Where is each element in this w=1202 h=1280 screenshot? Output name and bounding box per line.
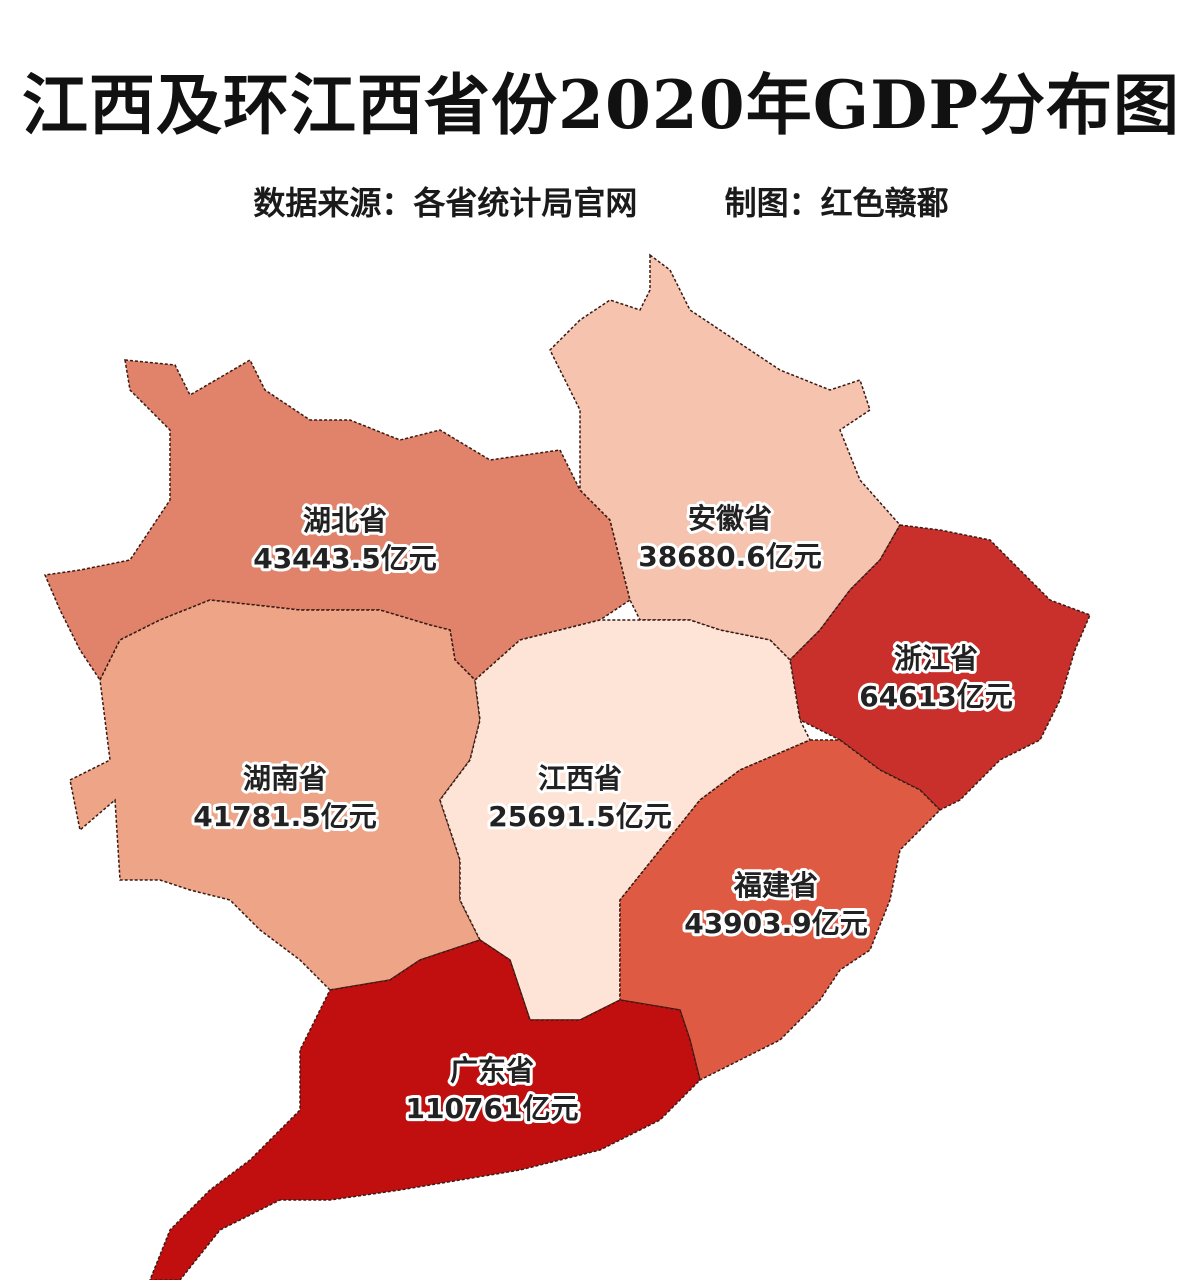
label-anhui-name: 安徽省: [688, 502, 772, 535]
label-guangdong-name: 广东省: [450, 1054, 534, 1087]
region-jiangxi[interactable]: [439, 619, 812, 1021]
label-hunan-name: 湖南省: [243, 762, 327, 795]
map-author: 制图：红色赣鄱: [724, 184, 949, 222]
label-hunan-gdp: 41781.5亿元: [193, 800, 377, 833]
label-jiangxi-gdp: 25691.5亿元: [488, 800, 672, 833]
label-guangdong-gdp: 110761亿元: [406, 1092, 579, 1125]
label-fujian-name: 福建省: [733, 869, 818, 902]
region-guangdong[interactable]: [149, 939, 701, 1280]
label-fujian-gdp: 43903.9亿元: [684, 907, 868, 940]
label-zhejiang-name: 浙江省: [894, 642, 978, 675]
region-hunan[interactable]: [69, 599, 482, 991]
map-title: 江西及环江西省份2020年GDP分布图: [22, 66, 1180, 144]
label-jiangxi-name: 江西省: [538, 762, 622, 795]
label-zhejiang-gdp: 64613亿元: [859, 680, 1012, 713]
data-source: 数据来源：各省统计局官网: [253, 184, 638, 222]
region-fujian[interactable]: [619, 739, 942, 1082]
label-hubei-name: 湖北省: [303, 504, 387, 537]
region-zhejiang[interactable]: [789, 524, 1091, 811]
label-anhui-gdp: 38680.6亿元: [638, 540, 822, 573]
map-subtitle: 数据来源：各省统计局官网 制图：红色赣鄱: [0, 178, 1202, 224]
label-hubei-gdp: 43443.5亿元: [253, 542, 437, 575]
